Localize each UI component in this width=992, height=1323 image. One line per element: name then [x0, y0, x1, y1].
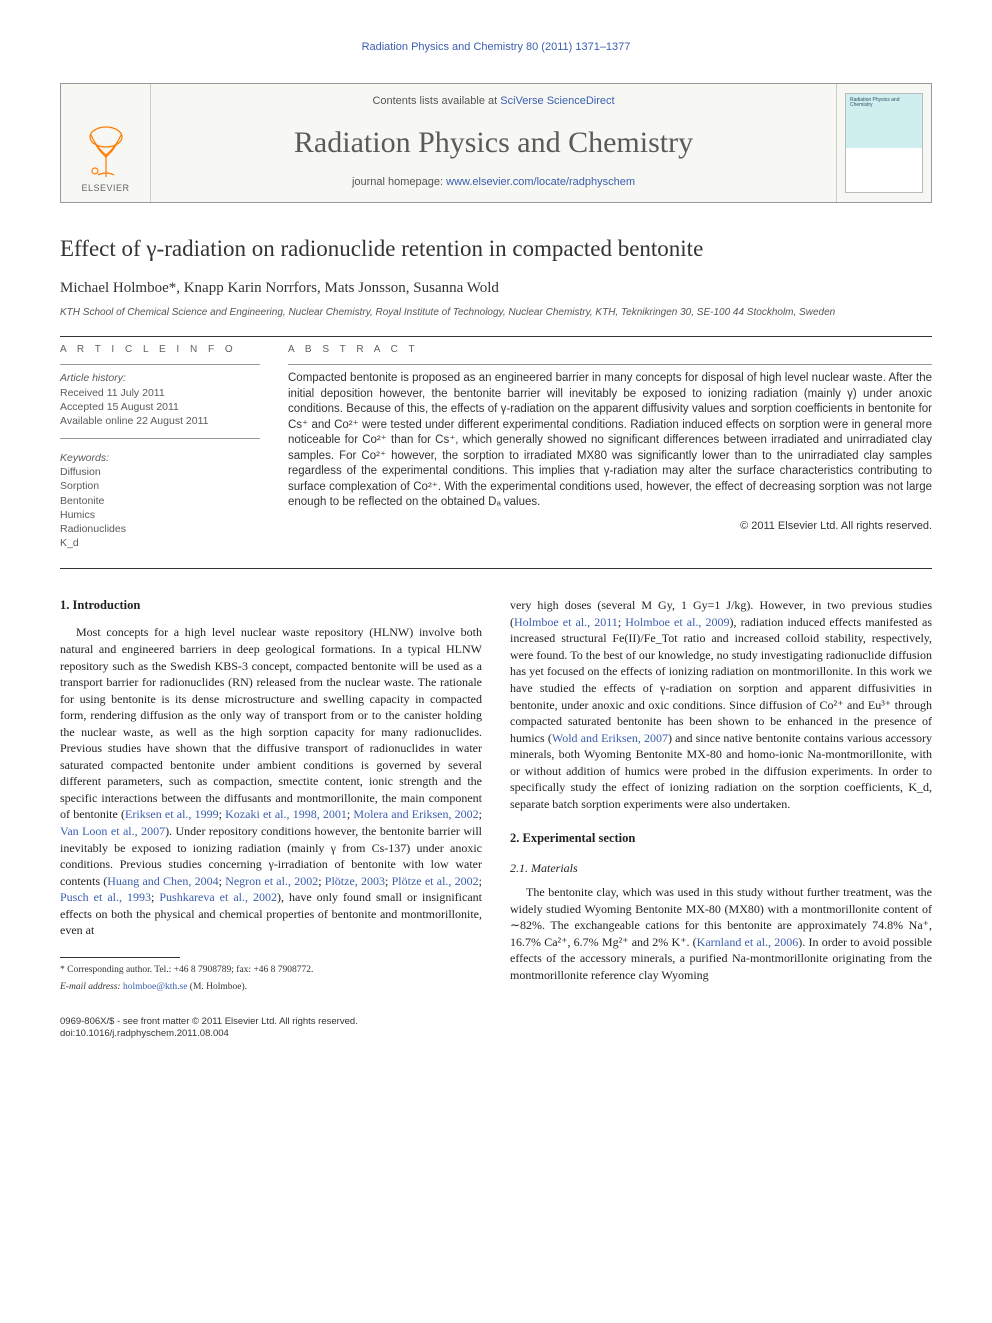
- keyword: Sorption: [60, 479, 260, 493]
- authors: Michael Holmboe*, Knapp Karin Norrfors, …: [60, 278, 932, 298]
- article-info-col: A R T I C L E I N F O Article history: R…: [60, 343, 260, 550]
- body-columns: 1. Introduction Most concepts for a high…: [60, 597, 932, 998]
- keywords-head: Keywords:: [60, 451, 260, 465]
- masthead-center: Contents lists available at SciVerse Sci…: [151, 84, 836, 202]
- abstract-copyright: © 2011 Elsevier Ltd. All rights reserved…: [288, 519, 932, 534]
- text-run: ;: [479, 874, 482, 888]
- article-info-label: A R T I C L E I N F O: [60, 343, 260, 357]
- running-head: Radiation Physics and Chemistry 80 (2011…: [60, 40, 932, 55]
- citation-link[interactable]: Van Loon et al., 2007: [60, 824, 165, 838]
- citation-link[interactable]: Kozaki et al., 1998, 2001: [225, 807, 347, 821]
- rule-top: [60, 336, 932, 337]
- section-heading: 1. Introduction: [60, 597, 482, 614]
- citation-link[interactable]: Eriksen et al., 1999: [125, 807, 219, 821]
- body-paragraph: very high doses (several M Gy, 1 Gy=1 J/…: [510, 597, 932, 812]
- citation-link[interactable]: Plötze, 2003: [325, 874, 385, 888]
- keyword: K_d: [60, 536, 260, 550]
- info-rule-2: [60, 438, 260, 439]
- corresponding-author-footnote: * Corresponding author. Tel.: +46 8 7908…: [60, 964, 482, 977]
- citation-link[interactable]: Molera and Eriksen, 2002: [353, 807, 478, 821]
- keyword: Humics: [60, 508, 260, 522]
- keyword: Diffusion: [60, 465, 260, 479]
- citation-link[interactable]: Pushkareva et al., 2002: [159, 890, 277, 904]
- citation-link[interactable]: Huang and Chen, 2004: [107, 874, 218, 888]
- article-title: Effect of γ-radiation on radionuclide re…: [60, 233, 932, 264]
- article-info-block: Article history: Received 11 July 2011 A…: [60, 371, 260, 550]
- email-link[interactable]: holmboe@kth.se: [123, 982, 187, 992]
- text-run: Most concepts for a high level nuclear w…: [60, 625, 482, 821]
- body-paragraph: Most concepts for a high level nuclear w…: [60, 624, 482, 938]
- contents-prefix: Contents lists available at: [372, 95, 500, 107]
- citation-link[interactable]: Pusch et al., 1993: [60, 890, 151, 904]
- text-run: ;: [318, 874, 325, 888]
- text-run: ;: [385, 874, 392, 888]
- citation-link[interactable]: Plötze et al., 2002: [392, 874, 479, 888]
- history-online: Available online 22 August 2011: [60, 414, 260, 428]
- rule-below-abstract: [60, 568, 932, 569]
- cover-thumb-wrap: Radiation Physics and Chemistry: [836, 84, 931, 202]
- doi-line: doi:10.1016/j.radphyschem.2011.08.004: [60, 1028, 932, 1040]
- email-tail: (M. Holmboe).: [187, 982, 247, 992]
- abstract-col: A B S T R A C T Compacted bentonite is p…: [288, 343, 932, 550]
- text-run: ;: [479, 807, 482, 821]
- affiliation: KTH School of Chemical Science and Engin…: [60, 306, 932, 320]
- footnote-separator: [60, 957, 180, 958]
- history-head: Article history:: [60, 371, 260, 385]
- section-heading: 2. Experimental section: [510, 830, 932, 847]
- subsection-heading: 2.1. Materials: [510, 860, 932, 877]
- contents-line: Contents lists available at SciVerse Sci…: [159, 94, 828, 109]
- sciencedirect-link[interactable]: SciVerse ScienceDirect: [500, 95, 614, 107]
- info-abstract-row: A R T I C L E I N F O Article history: R…: [60, 343, 932, 550]
- text-run: ), radiation induced effects manifested …: [510, 615, 932, 745]
- body-paragraph: The bentonite clay, which was used in th…: [510, 884, 932, 983]
- abstract-text: Compacted bentonite is proposed as an en…: [288, 371, 932, 511]
- history-accepted: Accepted 15 August 2011: [60, 400, 260, 414]
- citation-link[interactable]: Karnland et al., 2006: [697, 935, 799, 949]
- masthead: ELSEVIER Contents lists available at Sci…: [60, 83, 932, 203]
- keyword: Bentonite: [60, 494, 260, 508]
- cover-caption: Radiation Physics and Chemistry: [850, 98, 918, 109]
- abstract-rule: [288, 364, 932, 365]
- citation-link[interactable]: Holmboe et al., 2009: [625, 615, 729, 629]
- keywords-list: Diffusion Sorption Bentonite Humics Radi…: [60, 465, 260, 550]
- email-footnote: E-mail address: holmboe@kth.se (M. Holmb…: [60, 981, 482, 994]
- email-label: E-mail address:: [60, 982, 123, 992]
- citation-link[interactable]: Wold and Eriksen, 2007: [552, 731, 668, 745]
- homepage-prefix: journal homepage:: [352, 176, 446, 188]
- abstract-label: A B S T R A C T: [288, 343, 932, 357]
- journal-cover-thumb: Radiation Physics and Chemistry: [845, 93, 923, 193]
- footer-meta: 0969-806X/$ - see front matter © 2011 El…: [60, 1016, 932, 1041]
- info-rule: [60, 364, 260, 365]
- history-received: Received 11 July 2011: [60, 386, 260, 400]
- journal-name: Radiation Physics and Chemistry: [159, 123, 828, 164]
- homepage-line: journal homepage: www.elsevier.com/locat…: [159, 175, 828, 190]
- publisher-label: ELSEVIER: [81, 182, 129, 194]
- elsevier-tree-icon: [81, 125, 131, 180]
- citation-link[interactable]: Holmboe et al., 2011: [514, 615, 618, 629]
- citation-link[interactable]: Negron et al., 2002: [225, 874, 318, 888]
- page: Radiation Physics and Chemistry 80 (2011…: [0, 0, 992, 1081]
- journal-homepage-link[interactable]: www.elsevier.com/locate/radphyschem: [446, 176, 635, 188]
- keyword: Radionuclides: [60, 522, 260, 536]
- publisher-block: ELSEVIER: [61, 84, 151, 202]
- front-matter-line: 0969-806X/$ - see front matter © 2011 El…: [60, 1016, 932, 1028]
